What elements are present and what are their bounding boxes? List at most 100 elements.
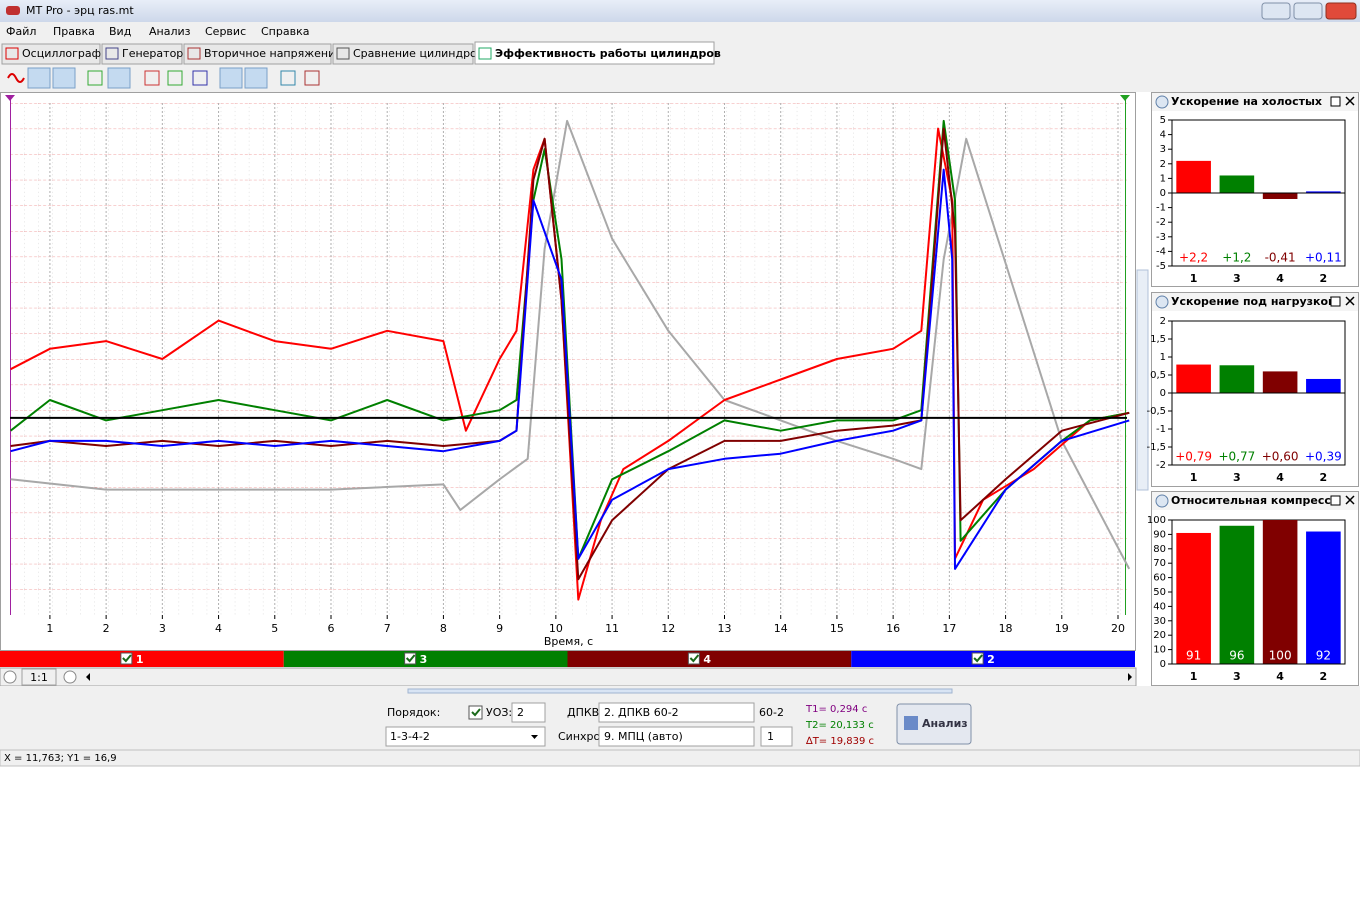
bar: [1306, 191, 1341, 193]
analyze-icon: [904, 716, 918, 730]
toolbar-button[interactable]: [27, 67, 51, 89]
status-bar: [0, 749, 1360, 767]
toolbar-icon: [280, 70, 296, 86]
x-tick-label: 14: [774, 622, 788, 635]
title-bar: [0, 0, 1360, 22]
y-tick-label: 60: [1153, 573, 1166, 584]
legend-swatch[interactable]: [0, 651, 284, 667]
panel-close[interactable]: [1345, 296, 1355, 306]
value-label: +0,77: [1218, 450, 1255, 464]
tab[interactable]: [332, 43, 474, 65]
menu-item[interactable]: Анализ: [149, 25, 191, 38]
y-tick-label: 1: [1160, 352, 1166, 363]
minor-grid: [10, 103, 1127, 615]
uoz-label: УОЗ:: [486, 706, 512, 719]
panel-title: Ускорение на холостых: [1171, 95, 1322, 108]
zoom-box[interactable]: [21, 668, 57, 686]
value-label: +0,79: [1175, 450, 1212, 464]
zoom-out[interactable]: [3, 670, 17, 684]
marker-t2[interactable]: [1120, 95, 1130, 101]
y-tick-label: -2: [1156, 217, 1166, 228]
bar: [1262, 193, 1298, 199]
dpkv-combo[interactable]: [598, 702, 755, 723]
y-tick-label: 4: [1160, 130, 1166, 141]
restore-button[interactable]: [1293, 2, 1323, 20]
tab[interactable]: [183, 43, 332, 65]
y-tick-label: 90: [1153, 529, 1166, 540]
order-value: 1-3-4-2: [390, 730, 430, 743]
legend-swatch[interactable]: [851, 651, 1135, 667]
splitter[interactable]: [407, 688, 953, 694]
menu-item[interactable]: Сервис: [205, 25, 246, 38]
menu-item[interactable]: Вид: [109, 25, 132, 38]
legend-checkbox[interactable]: [971, 652, 984, 665]
check-mark: [973, 654, 983, 663]
panel-icon: [1155, 295, 1169, 309]
panel-maximize[interactable]: [1330, 296, 1341, 307]
y-tick-label: 50: [1153, 587, 1166, 598]
zoom-in[interactable]: [63, 670, 77, 684]
analyze-button[interactable]: [896, 703, 972, 745]
y-tick-label: -1: [1156, 203, 1166, 214]
order-combo[interactable]: [385, 726, 546, 747]
uoz-spin[interactable]: [511, 702, 546, 723]
panel-close[interactable]: [1345, 96, 1355, 106]
panel-maximize[interactable]: [1330, 495, 1341, 506]
category-label: 1: [1190, 471, 1198, 484]
x-tick-label: 3: [159, 622, 166, 635]
tab[interactable]: [101, 43, 183, 65]
splitter[interactable]: [1136, 269, 1149, 491]
tab[interactable]: [1, 43, 101, 65]
category-label: 4: [1276, 670, 1284, 683]
x-tick-label: 4: [215, 622, 222, 635]
legend-checkbox[interactable]: [687, 652, 700, 665]
x-tick-label: 12: [661, 622, 675, 635]
legend-swatch[interactable]: [283, 651, 568, 667]
tab-icon: [336, 47, 350, 60]
menu-item[interactable]: Справка: [261, 25, 309, 38]
sync-combo[interactable]: [598, 726, 755, 747]
legend-checkbox[interactable]: [404, 652, 417, 665]
category-label: 1: [1190, 272, 1198, 285]
app-icon: [6, 6, 20, 15]
panel-maximize[interactable]: [1330, 96, 1341, 107]
sync-channel-spin[interactable]: [760, 726, 793, 747]
panel-icon: [1155, 494, 1169, 508]
menu-item[interactable]: Файл: [6, 25, 36, 38]
menu-item[interactable]: Правка: [53, 25, 95, 38]
legend-swatch[interactable]: [567, 651, 852, 667]
toolbar-icon: [304, 70, 320, 86]
panel-icon: [1155, 95, 1169, 109]
y-tick-label: 3: [1160, 144, 1166, 155]
legend-checkbox[interactable]: [120, 652, 133, 665]
check-mark: [471, 708, 481, 717]
category-label: 3: [1233, 670, 1241, 683]
toolbar-icon: [192, 70, 208, 86]
toolbar-button[interactable]: [219, 67, 243, 89]
bar: [1306, 378, 1341, 393]
tab[interactable]: [474, 41, 715, 65]
close-button[interactable]: [1325, 2, 1357, 20]
bar: [1306, 531, 1341, 664]
scroll-bar[interactable]: [0, 667, 1137, 687]
bar: [1219, 175, 1255, 193]
category-label: 1: [1190, 670, 1198, 683]
tab-label: Эффективность работы цилиндров: [495, 47, 721, 60]
marker-t1[interactable]: [5, 95, 15, 101]
legend-label: 4: [703, 653, 711, 666]
x-tick-label: 19: [1055, 622, 1069, 635]
x-tick-label: 10: [549, 622, 563, 635]
y-tick-label: 1: [1160, 173, 1166, 184]
x-tick-label: 17: [942, 622, 956, 635]
uoz-checkbox[interactable]: [468, 705, 483, 720]
toolbar-button[interactable]: [244, 67, 268, 89]
toolbar-button[interactable]: [107, 67, 131, 89]
panel-close[interactable]: [1345, 495, 1355, 505]
bar: [1176, 160, 1211, 193]
toolbar-button[interactable]: [52, 67, 76, 89]
value-label: 100: [1269, 649, 1292, 663]
minimize-button[interactable]: [1261, 2, 1291, 20]
y-tick-label: 0,5: [1150, 370, 1166, 381]
sync-value: 9. МПЦ (авто): [604, 730, 683, 743]
